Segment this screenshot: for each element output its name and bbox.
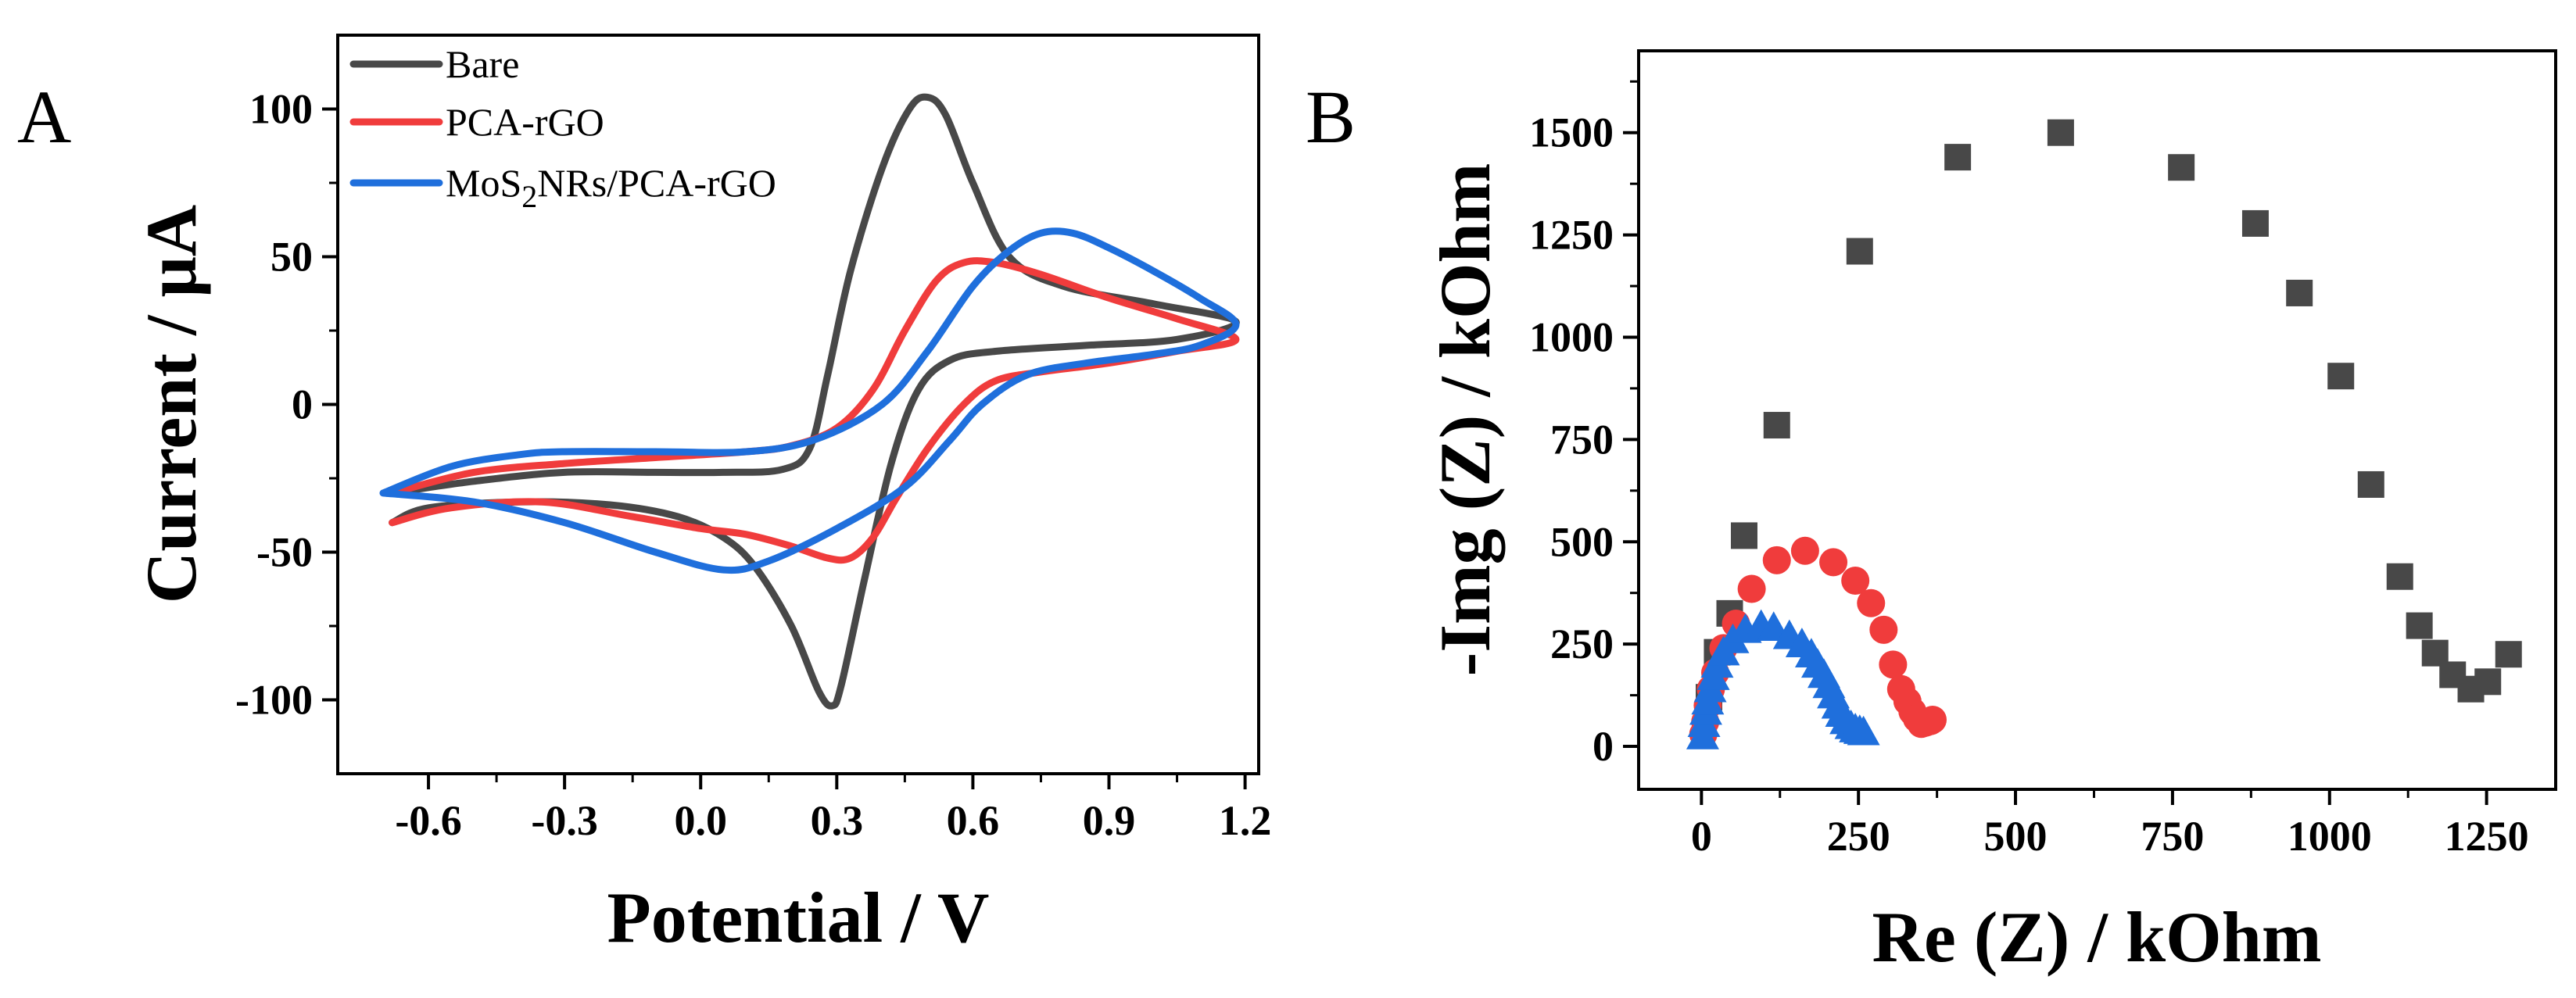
eis-point-mos2 — [1847, 715, 1880, 746]
eis-y-tick-label: 1000 — [1529, 313, 1614, 360]
eis-point-bare — [2286, 279, 2313, 306]
eis-point-bare — [2241, 209, 2269, 237]
eis-x-tick-label: 750 — [2141, 813, 2204, 860]
eis-axis-ticks: 0 250 500 750 1000 1250 0 250 500 750 1000 1250 1500 — [1529, 80, 2529, 860]
cv-y-tick-label: 0 — [292, 381, 313, 428]
cv-curve-mos2 — [379, 227, 1240, 574]
legend-label-mos2-suffix: NRs/PCA-rGO — [537, 161, 776, 205]
cv-x-tick-label: -0.6 — [395, 797, 461, 844]
cv-x-tick-label: 1.2 — [1219, 797, 1272, 844]
cv-y-tick-label: -50 — [256, 529, 313, 576]
eis-point-bare — [2168, 154, 2195, 181]
eis-point-pca — [1869, 615, 1898, 644]
legend-label-mos2-prefix: MoS — [446, 161, 521, 205]
legend-label-bare: Bare — [446, 42, 519, 86]
eis-axes-frame — [1637, 49, 2557, 791]
eis-y-tick-label: 1500 — [1529, 109, 1614, 156]
cv-x-tick-label: 0.3 — [811, 797, 864, 844]
eis-point-bare — [2386, 563, 2413, 590]
cv-x-tick-label: 0.9 — [1083, 797, 1136, 844]
legend-label-pca: PCA-rGO — [446, 100, 604, 144]
cv-y-tick-label: -100 — [235, 677, 313, 724]
cv-x-tick-label: 0.6 — [947, 797, 1000, 844]
eis-point-bare — [2406, 612, 2433, 639]
eis-y-tick-label: 500 — [1550, 518, 1614, 565]
cv-series-group — [379, 93, 1240, 710]
cv-curve-pca — [389, 257, 1240, 564]
cv-y-tick-label: 50 — [270, 234, 313, 281]
eis-point-bare — [2327, 363, 2355, 390]
eis-point-pca — [1857, 588, 1886, 617]
eis-point-bare — [2357, 470, 2384, 498]
eis-point-pca — [1819, 548, 1848, 577]
cv-x-axis-title: Potential / V — [607, 878, 990, 957]
eis-x-tick-label: 1250 — [2445, 813, 2529, 860]
eis-point-pca — [1790, 536, 1819, 565]
panel-label-b: B — [1306, 75, 1356, 159]
panel-label-a: A — [17, 75, 71, 159]
eis-series-group — [1686, 119, 2522, 749]
cv-x-tick-label: 0.0 — [674, 797, 727, 844]
cv-axes-frame — [336, 34, 1260, 775]
cv-x-tick-label: -0.3 — [531, 797, 597, 844]
cv-axis-ticks: -0.6 -0.3 0.0 0.3 0.6 0.9 1.2 -100 -50 0 50 100 — [235, 86, 1271, 845]
legend-label-mos2-sub: 2 — [521, 179, 537, 214]
eis-point-bare — [1944, 144, 1972, 171]
eis-x-tick-label: 1000 — [2288, 813, 2372, 860]
eis-y-axis-title: -Img (Z) / kOhm — [1425, 163, 1505, 677]
eis-x-tick-label: 250 — [1827, 813, 1890, 860]
eis-point-bare — [1846, 238, 1873, 265]
eis-y-tick-label: 750 — [1550, 416, 1614, 463]
eis-point-pca — [1841, 566, 1870, 595]
eis-point-bare — [2047, 119, 2074, 146]
eis-point-pca — [1737, 574, 1766, 603]
eis-point-pca — [1762, 546, 1791, 574]
eis-point-bare — [2495, 641, 2522, 668]
eis-chart-panel: B 0 250 500 750 1000 1250 0 250 500 750 1000 1250 15… — [1306, 49, 2557, 977]
cv-y-tick-label: 100 — [249, 86, 313, 133]
legend-label-mos2: MoS2NRs/PCA-rGO — [446, 161, 776, 214]
eis-y-tick-label: 250 — [1550, 621, 1614, 667]
eis-x-tick-label: 0 — [1691, 813, 1712, 860]
eis-y-tick-label: 1250 — [1529, 212, 1614, 259]
eis-point-bare — [1730, 522, 1757, 549]
eis-x-axis-title: Re (Z) / kOhm — [1872, 897, 2322, 977]
cv-y-axis-title: Current / μA — [131, 205, 211, 603]
eis-point-pca — [1919, 705, 1947, 734]
eis-y-tick-label: 0 — [1593, 723, 1614, 770]
cv-legend: Bare PCA-rGO MoS2NRs/PCA-rGO — [349, 42, 776, 214]
cv-chart-panel: A -0.6 -0.3 0.0 0.3 0.6 0.9 1.2 -100 -50 0 50 100 B… — [17, 34, 1271, 957]
eis-point-pca — [1879, 650, 1908, 679]
eis-x-tick-label: 500 — [1984, 813, 2048, 860]
eis-point-bare — [1763, 412, 1790, 439]
eis-point-bare — [2474, 668, 2502, 696]
